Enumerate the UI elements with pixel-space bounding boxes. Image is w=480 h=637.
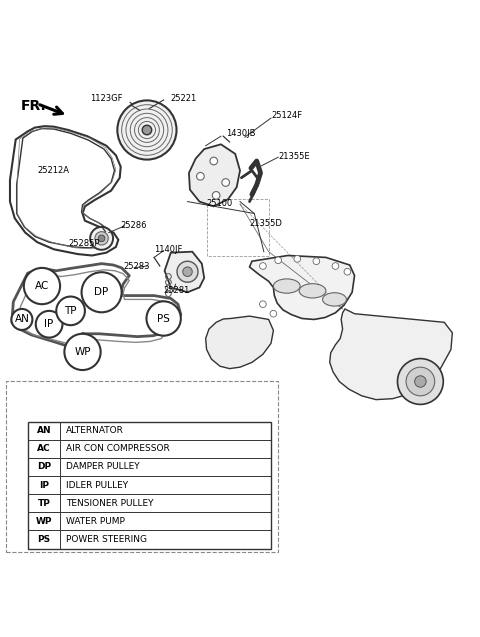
Circle shape — [95, 232, 108, 245]
Ellipse shape — [323, 293, 347, 306]
Circle shape — [177, 261, 198, 282]
Circle shape — [313, 258, 320, 264]
Circle shape — [406, 367, 435, 396]
Text: 25221: 25221 — [171, 94, 197, 103]
Text: 25100: 25100 — [206, 199, 233, 208]
Text: 21355D: 21355D — [250, 218, 282, 227]
Circle shape — [212, 192, 220, 199]
Circle shape — [146, 301, 181, 336]
Text: AN: AN — [36, 426, 51, 435]
Text: 25286: 25286 — [120, 221, 147, 230]
Circle shape — [12, 309, 33, 330]
Text: DP: DP — [95, 287, 109, 297]
Text: TP: TP — [64, 306, 77, 316]
Text: 25285P: 25285P — [68, 239, 100, 248]
Circle shape — [415, 376, 426, 387]
Ellipse shape — [299, 283, 326, 298]
Text: AIR CON COMPRESSOR: AIR CON COMPRESSOR — [66, 444, 169, 454]
Text: DP: DP — [37, 462, 51, 471]
Circle shape — [270, 310, 277, 317]
Text: FR.: FR. — [21, 99, 46, 113]
Text: 1140JF: 1140JF — [154, 245, 182, 254]
Text: DAMPER PULLEY: DAMPER PULLEY — [66, 462, 139, 471]
Polygon shape — [165, 252, 204, 292]
Polygon shape — [250, 255, 355, 319]
Text: 1123GF: 1123GF — [91, 94, 123, 103]
Circle shape — [90, 227, 113, 250]
Circle shape — [24, 268, 60, 304]
Circle shape — [397, 359, 444, 404]
Circle shape — [344, 268, 351, 275]
Circle shape — [56, 297, 85, 325]
Text: PS: PS — [37, 535, 50, 544]
Circle shape — [183, 267, 192, 276]
Polygon shape — [330, 309, 452, 399]
Ellipse shape — [274, 279, 300, 293]
Circle shape — [36, 311, 62, 338]
Circle shape — [82, 272, 121, 312]
Circle shape — [142, 125, 152, 135]
Text: TENSIONER PULLEY: TENSIONER PULLEY — [66, 499, 153, 508]
Circle shape — [98, 235, 105, 241]
Polygon shape — [189, 145, 240, 206]
Circle shape — [117, 101, 177, 160]
Text: TP: TP — [37, 499, 50, 508]
Circle shape — [260, 301, 266, 308]
Text: 21355E: 21355E — [278, 152, 310, 161]
Bar — [28, 422, 271, 548]
Circle shape — [260, 262, 266, 269]
Text: 1430JB: 1430JB — [226, 129, 255, 138]
Text: ALTERNATOR: ALTERNATOR — [66, 426, 124, 435]
Text: AC: AC — [35, 281, 49, 291]
Circle shape — [64, 334, 101, 370]
Text: 25212A: 25212A — [37, 166, 69, 175]
Polygon shape — [205, 316, 274, 369]
Text: IP: IP — [39, 480, 49, 490]
Text: 25283: 25283 — [123, 262, 150, 271]
Text: IP: IP — [45, 319, 54, 329]
Text: IDLER PULLEY: IDLER PULLEY — [66, 480, 128, 490]
Text: AC: AC — [37, 444, 51, 454]
Circle shape — [294, 255, 300, 262]
Circle shape — [275, 257, 281, 264]
Circle shape — [210, 157, 217, 165]
Text: 25281: 25281 — [164, 286, 190, 296]
Text: WP: WP — [36, 517, 52, 526]
Text: WATER PUMP: WATER PUMP — [66, 517, 125, 526]
Text: PS: PS — [157, 313, 170, 324]
Text: POWER STEERING: POWER STEERING — [66, 535, 147, 544]
Circle shape — [197, 173, 204, 180]
Circle shape — [332, 262, 339, 269]
Text: 25124F: 25124F — [271, 111, 302, 120]
Bar — [6, 380, 278, 552]
Text: AN: AN — [14, 315, 29, 324]
Text: WP: WP — [74, 347, 91, 357]
Circle shape — [222, 178, 229, 186]
